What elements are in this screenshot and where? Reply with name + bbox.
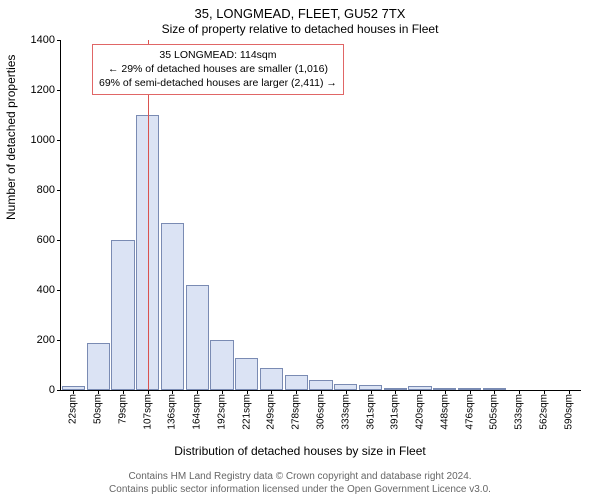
x-tick-label: 562sqm — [538, 394, 549, 430]
y-tick-label: 1400 — [31, 34, 55, 46]
annotation-line-3: 69% of semi-detached houses are larger (… — [99, 76, 337, 90]
x-tick-label: 448sqm — [439, 394, 450, 430]
y-tick-label: 1200 — [31, 84, 55, 96]
x-tick-label: 22sqm — [68, 394, 79, 424]
x-tick-label: 79sqm — [117, 394, 128, 424]
x-tick-label: 107sqm — [142, 394, 153, 430]
y-tick-label: 400 — [37, 284, 55, 296]
y-tick-label: 800 — [37, 184, 55, 196]
histogram-bar — [285, 375, 308, 390]
y-tick-label: 600 — [37, 234, 55, 246]
y-tick-mark — [57, 390, 61, 391]
histogram-bar — [309, 380, 332, 390]
histogram-bar — [87, 343, 110, 391]
annotation-box: 35 LONGMEAD: 114sqm ← 29% of detached ho… — [92, 44, 344, 95]
footer-attribution: Contains HM Land Registry data © Crown c… — [0, 470, 600, 496]
y-tick-mark — [57, 190, 61, 191]
y-axis-label: Number of detached properties — [4, 55, 18, 220]
annotation-line-1: 35 LONGMEAD: 114sqm — [99, 48, 337, 62]
x-tick-label: 391sqm — [390, 394, 401, 430]
x-tick-label: 361sqm — [365, 394, 376, 430]
x-tick-label: 533sqm — [514, 394, 525, 430]
x-tick-label: 192sqm — [216, 394, 227, 430]
histogram-bar — [161, 223, 184, 391]
x-tick-label: 50sqm — [93, 394, 104, 424]
x-tick-label: 333sqm — [340, 394, 351, 430]
x-tick-label: 505sqm — [489, 394, 500, 430]
footer-line-2: Contains public sector information licen… — [0, 483, 600, 496]
y-tick-mark — [57, 140, 61, 141]
chart-container: 35, LONGMEAD, FLEET, GU52 7TX Size of pr… — [0, 0, 600, 500]
x-tick-label: 221sqm — [241, 394, 252, 430]
y-tick-mark — [57, 240, 61, 241]
x-tick-label: 249sqm — [266, 394, 277, 430]
x-tick-label: 476sqm — [464, 394, 475, 430]
histogram-bar — [210, 340, 233, 390]
annotation-line-2: ← 29% of detached houses are smaller (1,… — [99, 62, 337, 76]
x-axis-label: Distribution of detached houses by size … — [0, 444, 600, 458]
y-tick-label: 1000 — [31, 134, 55, 146]
footer-line-1: Contains HM Land Registry data © Crown c… — [0, 470, 600, 483]
y-tick-label: 0 — [49, 384, 55, 396]
x-tick-label: 278sqm — [291, 394, 302, 430]
x-tick-label: 306sqm — [316, 394, 327, 430]
y-tick-mark — [57, 40, 61, 41]
histogram-bar — [260, 368, 283, 391]
histogram-bar — [186, 285, 209, 390]
x-tick-label: 136sqm — [167, 394, 178, 430]
chart-subtitle: Size of property relative to detached ho… — [0, 22, 600, 36]
y-tick-mark — [57, 340, 61, 341]
y-tick-label: 200 — [37, 334, 55, 346]
x-tick-label: 420sqm — [415, 394, 426, 430]
chart-title: 35, LONGMEAD, FLEET, GU52 7TX — [0, 6, 600, 21]
x-tick-label: 164sqm — [192, 394, 203, 430]
histogram-bar — [111, 240, 134, 390]
histogram-bar — [235, 358, 258, 391]
y-tick-mark — [57, 90, 61, 91]
x-tick-label: 590sqm — [563, 394, 574, 430]
y-tick-mark — [57, 290, 61, 291]
